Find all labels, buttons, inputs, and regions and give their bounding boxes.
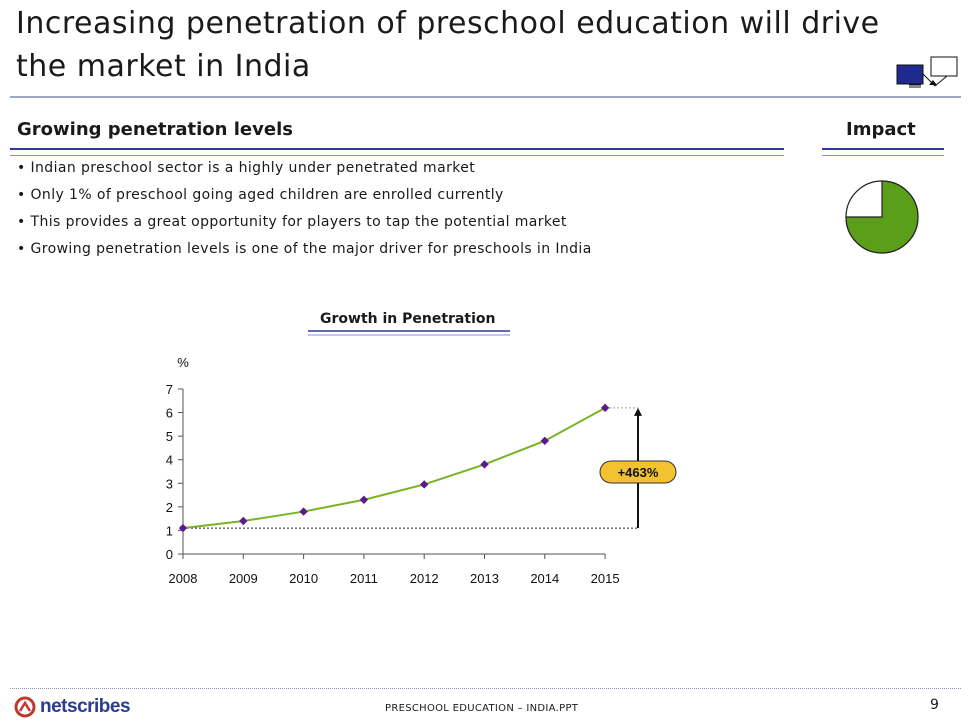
section-heading-rule: [10, 148, 784, 156]
data-point-marker: [600, 403, 610, 413]
data-point-marker: [299, 507, 308, 516]
bullet-list: • Indian preschool sector is a highly un…: [17, 155, 592, 263]
y-tick-label: 3: [166, 476, 173, 491]
bullet-item: • Indian preschool sector is a highly un…: [17, 160, 476, 176]
x-tick-label: 2011: [350, 571, 378, 586]
x-tick-label: 2014: [530, 571, 559, 586]
data-point-marker: [480, 460, 489, 469]
data-point-marker: [359, 495, 369, 504]
logo-text: netscribes: [40, 696, 131, 717]
impact-heading-rule: [822, 148, 944, 156]
y-tick-label: 0: [166, 547, 173, 562]
growth-arrow-head: [634, 407, 642, 416]
data-point-marker: [540, 436, 549, 446]
title-divider: [10, 96, 961, 98]
bullet-item: • This provides a great opportunity for …: [17, 214, 567, 230]
y-tick-label: 4: [166, 453, 173, 468]
x-tick-label: 2015: [591, 571, 620, 586]
series-line-penetration: [182, 406, 606, 530]
x-tick-label: 2013: [470, 571, 499, 586]
y-tick-label: 6: [166, 406, 173, 421]
footer-filename: PRESCHOOL EDUCATION – INDIA.PPT: [385, 703, 579, 714]
chart-title: Growth in Penetration: [320, 311, 496, 327]
data-point-marker: [420, 480, 429, 489]
x-tick-label: 2009: [229, 571, 258, 586]
line-chart: 0 1 2 3 4 5 6 7% 2008 2009 2010 2011 2012 2013 2014 201…: [166, 355, 677, 586]
impact-fill-wedge: [845, 180, 919, 254]
y-axis-label: %: [177, 355, 189, 370]
y-tick-label: 5: [166, 429, 173, 444]
logo-mark-icon: [14, 696, 36, 718]
growth-callout-badge: [599, 460, 677, 484]
growth-callout-text: +463%: [618, 465, 659, 480]
x-tick-label: 2012: [410, 571, 439, 586]
impact-harvey-ball: [845, 180, 919, 254]
chart-title-rule: [308, 330, 510, 336]
data-point-marker: [178, 523, 188, 533]
bullet-item: • Only 1% of preschool going aged childr…: [17, 187, 504, 203]
data-point-marker: [239, 516, 248, 526]
footer-divider: [10, 688, 961, 689]
slide-title: Increasing penetration of preschool educ…: [16, 6, 880, 84]
y-tick-label: 7: [166, 382, 173, 397]
y-tick-label: 2: [166, 500, 173, 515]
impact-heading: Impact: [846, 119, 916, 140]
section-heading: Growing penetration levels: [17, 119, 293, 140]
x-tick-label: 2008: [169, 571, 198, 586]
x-tick-label: 2010: [289, 571, 318, 586]
page-number: 9: [930, 697, 939, 713]
y-tick-label: 1: [166, 523, 173, 538]
bullet-item: • Growing penetration levels is one of t…: [17, 241, 592, 257]
netscribes-logo: netscribes: [14, 696, 131, 718]
presentation-icon: [896, 56, 958, 88]
